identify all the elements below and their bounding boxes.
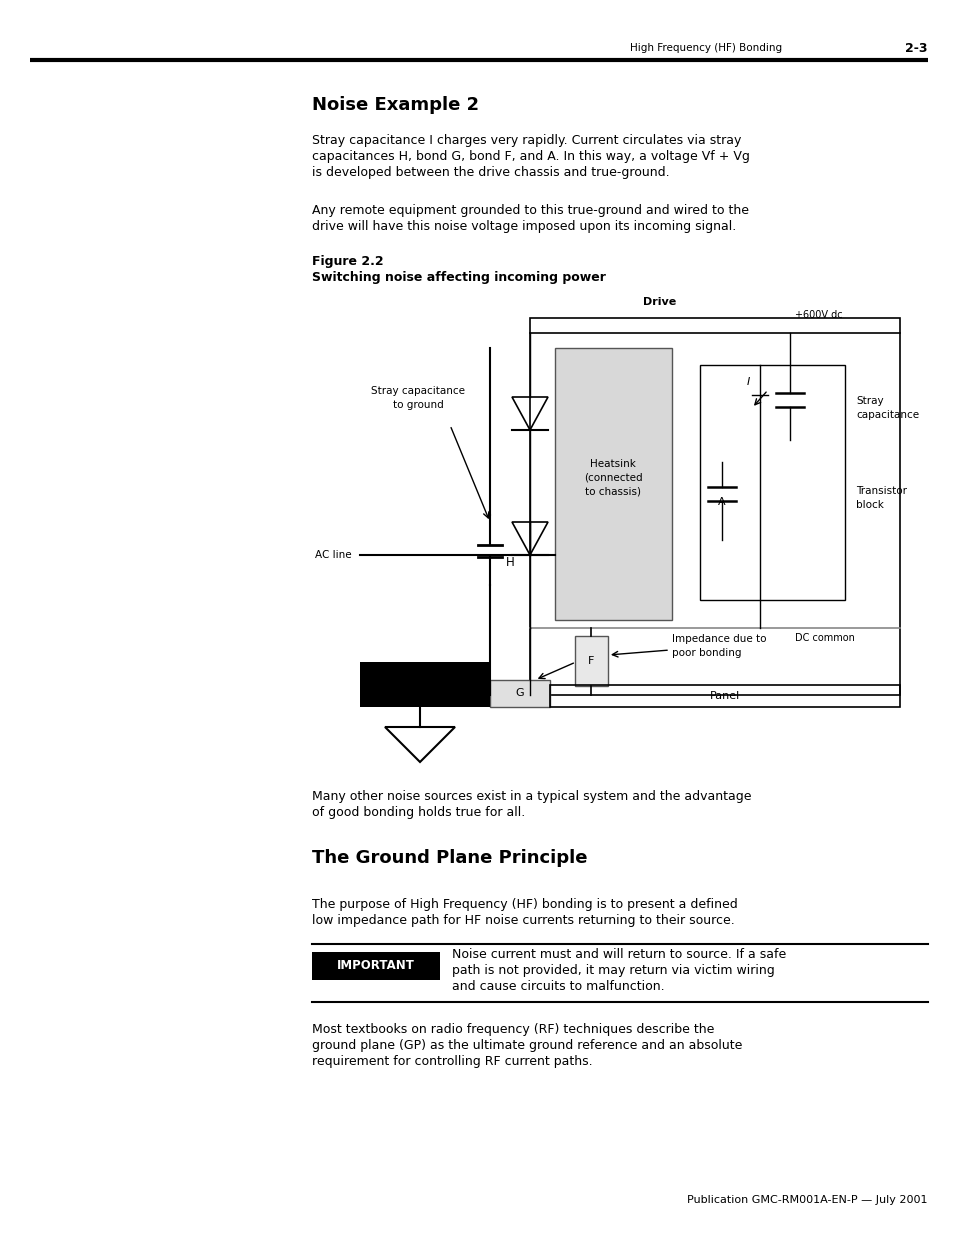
Text: 2-3: 2-3 [904,42,927,54]
Polygon shape [555,348,671,620]
Text: requirement for controlling RF current paths.: requirement for controlling RF current p… [312,1056,592,1068]
Text: Drive: Drive [642,296,676,308]
Text: The Ground Plane Principle: The Ground Plane Principle [312,848,587,867]
Text: Most textbooks on radio frequency (RF) techniques describe the: Most textbooks on radio frequency (RF) t… [312,1024,714,1036]
Polygon shape [490,680,550,706]
Text: Many other noise sources exist in a typical system and the advantage: Many other noise sources exist in a typi… [312,790,751,804]
Text: low impedance path for HF noise currents returning to their source.: low impedance path for HF noise currents… [312,914,734,927]
Text: Panel: Panel [709,692,740,701]
Text: G: G [516,688,524,698]
Text: and cause circuits to malfunction.: and cause circuits to malfunction. [452,981,664,993]
Text: Noise current must and will return to source. If a safe: Noise current must and will return to so… [452,948,785,962]
Text: Switching noise affecting incoming power: Switching noise affecting incoming power [312,270,605,284]
Text: A: A [718,496,725,508]
Text: IMPORTANT: IMPORTANT [336,960,415,972]
Text: AC line: AC line [314,550,352,559]
Text: Publication GMC-RM001A-EN-P — July 2001: Publication GMC-RM001A-EN-P — July 2001 [687,1195,927,1205]
Polygon shape [575,636,607,685]
Text: Figure 2.2: Figure 2.2 [312,254,383,268]
Text: Stray capacitance I charges very rapidly. Current circulates via stray: Stray capacitance I charges very rapidly… [312,133,740,147]
Text: path is not provided, it may return via victim wiring: path is not provided, it may return via … [452,965,774,977]
Text: The purpose of High Frequency (HF) bonding is to present a defined: The purpose of High Frequency (HF) bondi… [312,899,737,911]
Text: ground plane (GP) as the ultimate ground reference and an absolute: ground plane (GP) as the ultimate ground… [312,1040,741,1052]
Text: F: F [587,656,594,666]
Text: Transistor
block: Transistor block [855,487,906,510]
Text: I: I [745,377,749,387]
Text: drive will have this noise voltage imposed upon its incoming signal.: drive will have this noise voltage impos… [312,220,736,232]
Text: Stray
capacitance: Stray capacitance [855,396,918,420]
Text: Heatsink
(connected
to chassis): Heatsink (connected to chassis) [583,459,641,496]
Text: +600V dc: +600V dc [794,310,841,320]
Polygon shape [312,952,439,981]
Text: DC common: DC common [794,634,854,643]
Text: Impedance due to
poor bonding: Impedance due to poor bonding [671,634,765,658]
Text: is developed between the drive chassis and true-ground.: is developed between the drive chassis a… [312,165,669,179]
Text: Any remote equipment grounded to this true-ground and wired to the: Any remote equipment grounded to this tr… [312,204,748,216]
Text: H: H [505,557,514,569]
Text: capacitances H, bond G, bond F, and A. In this way, a voltage Vf + Vg: capacitances H, bond G, bond F, and A. I… [312,149,749,163]
Text: of good bonding holds true for all.: of good bonding holds true for all. [312,806,525,820]
Text: High Frequency (HF) Bonding: High Frequency (HF) Bonding [629,43,781,53]
Polygon shape [359,662,490,706]
Text: Noise Example 2: Noise Example 2 [312,96,478,114]
Text: Stray capacitance
to ground: Stray capacitance to ground [371,387,464,410]
